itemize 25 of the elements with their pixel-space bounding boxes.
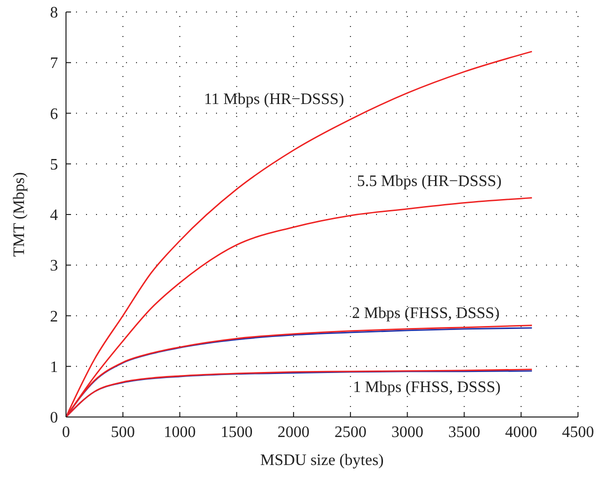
x-tick-label: 2500 bbox=[334, 424, 366, 441]
x-axis-title: MSDU size (bytes) bbox=[260, 452, 384, 469]
x-tick-label: 4000 bbox=[505, 424, 538, 441]
y-tick-label: 5 bbox=[50, 156, 58, 174]
annotation: 2 Mbps (FHSS, DSSS) bbox=[352, 305, 500, 322]
x-tick-label: 3500 bbox=[448, 424, 480, 441]
y-tick-label: 8 bbox=[50, 4, 58, 22]
y-tick-label: 7 bbox=[50, 55, 58, 72]
y-axis-title: TMT (Mbps) bbox=[11, 172, 28, 257]
annotation: 5.5 Mbps (HR−DSSS) bbox=[357, 173, 502, 190]
x-tick-label: 2000 bbox=[278, 424, 310, 441]
x-tick-label: 0 bbox=[62, 424, 70, 441]
x-tick-label: 1000 bbox=[164, 424, 196, 441]
y-tick-label: 2 bbox=[50, 308, 58, 326]
annotation: 1 Mbps (FHSS, DSSS) bbox=[353, 379, 501, 396]
x-tick-label: 4500 bbox=[562, 424, 594, 441]
x-tick-label: 500 bbox=[110, 424, 135, 441]
y-tick-label: 1 bbox=[50, 358, 58, 376]
y-tick-label: 6 bbox=[50, 106, 58, 123]
annotation: 11 Mbps (HR−DSSS) bbox=[204, 91, 344, 108]
y-tick-label: 4 bbox=[50, 207, 58, 224]
y-tick-label: 3 bbox=[50, 258, 58, 275]
x-tick-label: 1500 bbox=[220, 424, 253, 441]
x-tick-label: 3000 bbox=[391, 424, 424, 441]
y-tick-label: 0 bbox=[50, 410, 58, 427]
